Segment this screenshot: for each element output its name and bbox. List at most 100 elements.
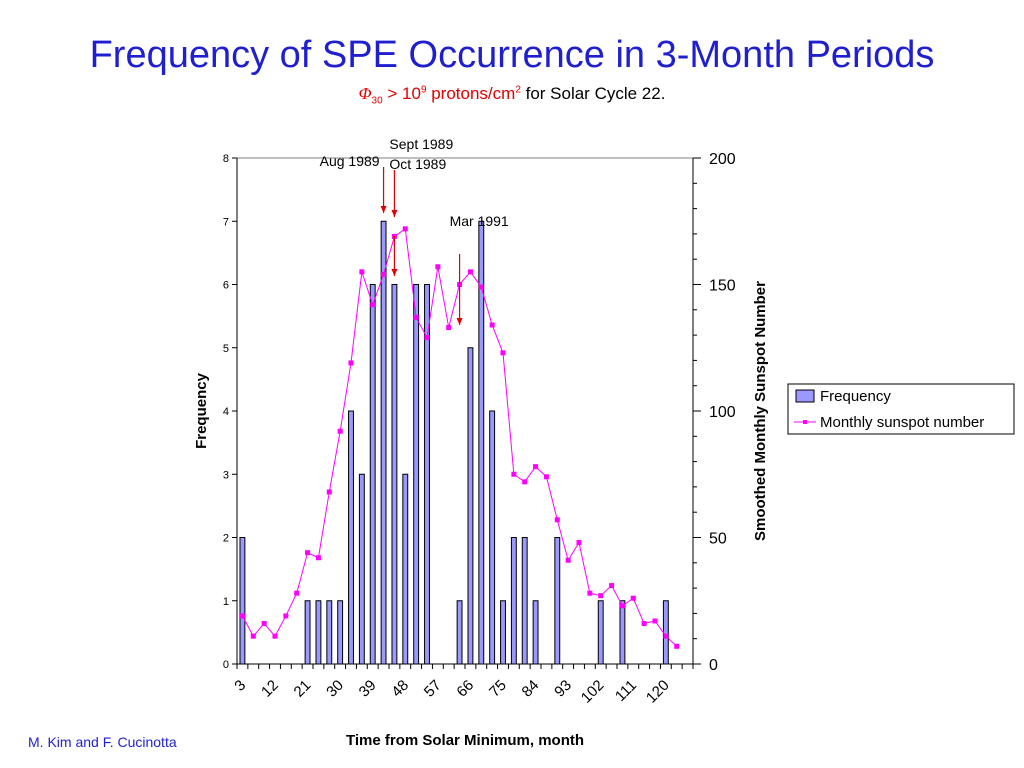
x-tick-label-66: 66 bbox=[453, 677, 477, 701]
y-tick-label-2: 2 bbox=[223, 533, 229, 545]
frequency-bar-102 bbox=[597, 600, 604, 665]
sunspot-marker-42 bbox=[381, 271, 387, 277]
sunspot-marker-108 bbox=[619, 603, 625, 609]
arrow-mar-1991-head bbox=[456, 318, 463, 325]
legend-sunspot-marker bbox=[803, 420, 807, 424]
sunspot-marker-114 bbox=[641, 621, 647, 627]
x-tick-label-48: 48 bbox=[388, 677, 412, 701]
frequency-bar-78 bbox=[510, 537, 517, 665]
sunspot-marker-90 bbox=[554, 517, 560, 523]
frequency-bar-42 bbox=[380, 220, 387, 665]
slide-subtitle: Φ30 > 109 protons/cm2 for Solar Cycle 22… bbox=[0, 84, 1024, 106]
frequency-bar-51 bbox=[413, 284, 420, 665]
sunspot-marker-87 bbox=[543, 474, 549, 480]
sunspot-marker-84 bbox=[533, 464, 539, 470]
sunspot-marker-24 bbox=[315, 555, 321, 561]
sunspot-marker-18 bbox=[294, 590, 300, 596]
phi-symbol: Φ bbox=[358, 84, 372, 103]
y-tick-label-8: 8 bbox=[223, 153, 229, 165]
flux-unit: protons/cm bbox=[426, 84, 516, 103]
x-axis-title: Time from Solar Minimum, month bbox=[346, 732, 584, 749]
sunspot-marker-102 bbox=[598, 593, 604, 599]
x-tick-label-39: 39 bbox=[356, 677, 380, 701]
legend-box bbox=[787, 383, 1015, 435]
annotation-oct-1989: Oct 1989 bbox=[389, 156, 446, 172]
legend-frequency-label: Frequency bbox=[820, 388, 891, 405]
sunspot-marker-105 bbox=[609, 583, 615, 589]
arrow-sept-1989-head bbox=[391, 210, 398, 217]
x-tick-label-84: 84 bbox=[519, 677, 543, 701]
x-tick-label-120: 120 bbox=[643, 677, 673, 707]
legend-frequency-swatch bbox=[795, 389, 815, 403]
y-tick-label-7: 7 bbox=[223, 216, 229, 228]
sunspot-marker-69 bbox=[478, 284, 484, 290]
y-tick-label-0: 0 bbox=[223, 659, 229, 671]
sunspot-marker-48 bbox=[402, 226, 408, 232]
sunspot-marker-6 bbox=[250, 633, 256, 639]
phi-subscript: 30 bbox=[371, 95, 383, 107]
frequency-bar-48 bbox=[402, 473, 409, 665]
slide-title: Frequency of SPE Occurrence in 3-Month P… bbox=[89, 34, 935, 76]
frequency-bar-39 bbox=[369, 284, 376, 665]
y2-tick-label-200: 200 bbox=[709, 151, 736, 168]
y-tick-label-6: 6 bbox=[223, 280, 229, 292]
annotations: Aug 1989 Sept 1989 Oct 1989 Mar 1991 bbox=[320, 136, 509, 325]
y2-tick-label-150: 150 bbox=[709, 278, 736, 295]
x-tick-label-111: 111 bbox=[612, 677, 640, 705]
author-credit: M. Kim and F. Cucinotta bbox=[28, 734, 177, 750]
sunspot-marker-75 bbox=[500, 350, 506, 356]
sunspot-marker-15 bbox=[283, 613, 289, 619]
frequency-bar-84 bbox=[532, 600, 539, 665]
x-tick-label-12: 12 bbox=[258, 677, 282, 701]
y2-tick-label-100: 100 bbox=[709, 404, 736, 421]
legend-sunspot-label: Monthly sunspot number bbox=[820, 414, 984, 431]
frequency-bar-66 bbox=[467, 347, 474, 665]
sunspot-marker-117 bbox=[652, 618, 658, 624]
annotation-mar-1991: Mar 1991 bbox=[450, 213, 509, 229]
sunspot-marker-66 bbox=[467, 269, 473, 275]
sunspot-marker-33 bbox=[348, 360, 354, 366]
subtitle-flux-label: Φ30 > 109 protons/cm2 bbox=[358, 84, 521, 107]
frequency-bar-24 bbox=[315, 600, 322, 665]
frequency-bar-120 bbox=[662, 600, 669, 665]
sunspot-marker-99 bbox=[587, 590, 593, 596]
frequency-bar-36 bbox=[358, 473, 365, 665]
annotation-aug-1989: Aug 1989 bbox=[320, 153, 380, 169]
y-tick-label-4: 4 bbox=[223, 406, 229, 418]
x-tick-label-3: 3 bbox=[231, 677, 249, 695]
sunspot-marker-57 bbox=[435, 264, 441, 270]
sunspot-marker-3 bbox=[239, 613, 245, 619]
sunspot-marker-93 bbox=[565, 557, 571, 563]
sunspot-marker-36 bbox=[359, 269, 365, 275]
flux-threshold: > 10 bbox=[382, 84, 421, 103]
frequency-bar-27 bbox=[326, 600, 333, 665]
sunspot-marker-39 bbox=[370, 302, 376, 308]
x-tick-label-21: 21 bbox=[291, 677, 315, 701]
sunspot-marker-51 bbox=[413, 314, 419, 320]
frequency-bar-90 bbox=[554, 537, 561, 665]
annotation-sept-1989: Sept 1989 bbox=[389, 136, 453, 152]
sunspot-marker-60 bbox=[446, 325, 452, 331]
arrow-aug-1989-head bbox=[380, 206, 387, 213]
frequency-bar-63 bbox=[456, 600, 463, 665]
legend: Frequency Monthly sunspot number bbox=[787, 383, 1015, 435]
sunspot-marker-81 bbox=[522, 479, 528, 485]
y2-tick-label-0: 0 bbox=[709, 657, 718, 674]
frequency-bar-72 bbox=[489, 410, 496, 665]
sunspot-marker-27 bbox=[326, 489, 332, 495]
frequency-bars bbox=[239, 220, 669, 665]
frequency-bar-108 bbox=[619, 600, 626, 665]
frequency-bar-54 bbox=[424, 284, 430, 665]
x-tick-label-30: 30 bbox=[323, 677, 347, 701]
y-tick-label-5: 5 bbox=[223, 343, 229, 355]
frequency-bar-45 bbox=[391, 284, 398, 665]
flux-exponent: 9 bbox=[420, 84, 427, 96]
sunspot-marker-96 bbox=[576, 540, 582, 546]
y-axis-title: Frequency bbox=[193, 372, 210, 449]
sunspot-marker-123 bbox=[674, 643, 680, 649]
x-tick-label-57: 57 bbox=[421, 677, 445, 701]
sunspot-marker-9 bbox=[261, 621, 267, 627]
sunspot-marker-78 bbox=[511, 471, 517, 477]
frequency-bar-75 bbox=[500, 600, 506, 665]
